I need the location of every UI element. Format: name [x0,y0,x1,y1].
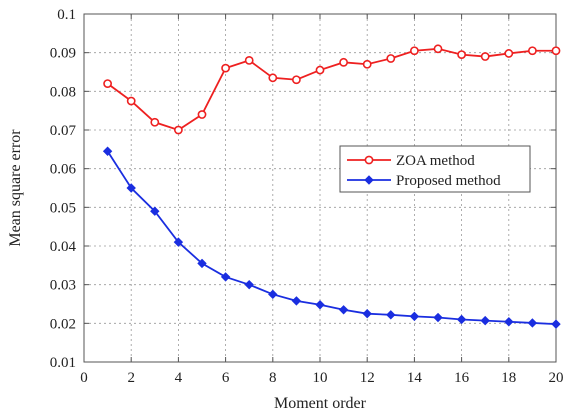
data-point [456,314,467,325]
x-tick-label: 6 [222,370,230,386]
data-point [244,279,254,290]
legend-entry: ZOA method [347,153,475,169]
x-tick-label: 8 [269,370,277,386]
y-axis: 0.01 0.02 0.03 0.04 0.05 0.06 0.07 0.08 0.09 0.1 [50,7,556,371]
legend-marker [364,155,374,165]
y-tick-label: 0.04 [50,239,77,255]
data-point [409,46,419,56]
x-tick-label: 14 [407,370,423,386]
data-point [362,308,372,319]
data-point [315,65,325,75]
data-point [386,310,396,320]
data-point [339,57,348,67]
data-point [528,46,537,56]
grid [84,14,556,362]
y-axis-label: Mean square error [7,129,24,247]
data-point [102,146,113,156]
data-point [338,305,349,315]
data-point [433,312,443,323]
series-zoa-method [103,44,561,135]
data-point [244,56,254,65]
series-layer [102,44,561,329]
legend-label: ZOA method [396,153,475,169]
data-point [173,125,183,135]
y-tick-label: 0.01 [50,355,76,371]
data-point [150,206,160,216]
data-point [362,59,372,69]
data-point [291,75,301,85]
data-point [480,52,490,61]
x-tick-label: 18 [501,370,516,386]
data-point [480,315,490,326]
data-point [103,79,112,88]
y-tick-label: 0.02 [50,316,76,332]
data-point [409,311,420,322]
x-tick-label: 20 [549,370,564,386]
data-point [220,272,231,282]
x-tick-label: 10 [313,370,328,386]
y-tick-label: 0.05 [50,200,76,216]
data-point [527,318,538,328]
series-proposed-method [102,146,561,329]
legend-marker [364,175,374,185]
data-point [197,258,207,269]
data-point [315,300,325,310]
y-tick-label: 0.1 [57,7,76,23]
data-point [551,46,561,56]
data-point [126,183,136,193]
data-point [504,49,514,58]
x-axis: 0 2 4 6 8 10 12 14 16 18 20 [80,14,564,386]
series-line [107,47,556,131]
x-tick-label: 2 [127,370,135,386]
x-tick-label: 16 [454,370,470,386]
x-tick-label: 12 [360,370,375,386]
y-tick-label: 0.07 [50,123,77,139]
x-tick-label: 4 [175,370,183,386]
data-point [457,50,466,59]
legend-label: Proposed method [396,173,501,189]
y-tick-label: 0.09 [50,46,76,62]
legend-box [339,145,531,193]
legend-entry: Proposed method [347,173,501,189]
data-point [268,289,278,300]
data-point [268,73,278,83]
data-point [386,54,396,63]
x-tick-label: 0 [80,370,88,386]
legend: ZOA method Proposed method [339,145,531,193]
data-point [150,117,160,127]
data-point [126,96,136,106]
y-tick-label: 0.08 [50,84,76,100]
x-axis-label: Moment order [274,395,367,412]
y-tick-label: 0.06 [50,162,77,178]
data-point [291,296,302,306]
data-point [433,44,443,54]
y-tick-label: 0.03 [50,278,76,294]
data-point [173,237,184,247]
data-point [504,317,514,327]
data-point [221,63,230,73]
data-point [197,110,207,119]
data-point [551,319,561,329]
